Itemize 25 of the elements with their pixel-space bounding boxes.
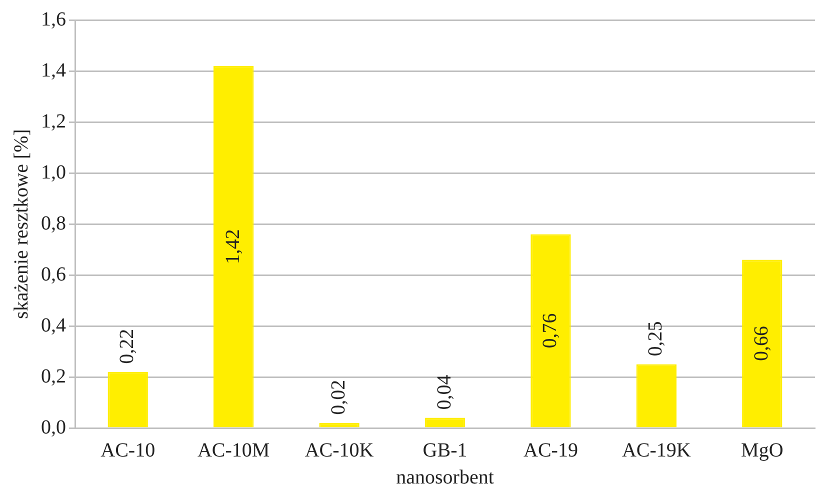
data-label: 0,04 xyxy=(433,374,456,410)
data-label: 0,25 xyxy=(644,321,667,356)
data-label: 0,66 xyxy=(750,326,772,361)
data-label: 0,02 xyxy=(328,380,350,415)
y-tick-label: 1,6 xyxy=(41,8,66,30)
y-axis-title: skażenie resztkowe [%] xyxy=(10,129,32,319)
x-tick-label: MgO xyxy=(741,439,784,462)
x-tick-label: AC-10M xyxy=(197,439,270,462)
y-tick-label: 0,6 xyxy=(41,263,66,286)
data-label: 0,22 xyxy=(116,328,138,364)
x-axis-title: nanosorbent xyxy=(396,466,494,488)
data-label: 1,42 xyxy=(222,229,244,264)
y-tick-label: 0,8 xyxy=(41,212,66,234)
y-tick-label: 0,2 xyxy=(41,365,66,388)
y-tick-label: 1,0 xyxy=(41,161,66,184)
x-tick-label: AC-10 xyxy=(100,439,156,462)
y-tick-label: 1,4 xyxy=(41,59,66,82)
y-tick-label: 0,0 xyxy=(41,416,66,438)
y-tick-label: 1,2 xyxy=(41,110,66,132)
x-tick-label: AC-10K xyxy=(304,439,374,462)
x-tick-label: GB-1 xyxy=(422,439,468,462)
data-label: 0,76 xyxy=(538,313,561,348)
x-tick-label: AC-19K xyxy=(622,439,692,462)
x-tick-label: AC-19 xyxy=(523,439,578,462)
y-tick-label: 0,4 xyxy=(41,314,66,336)
